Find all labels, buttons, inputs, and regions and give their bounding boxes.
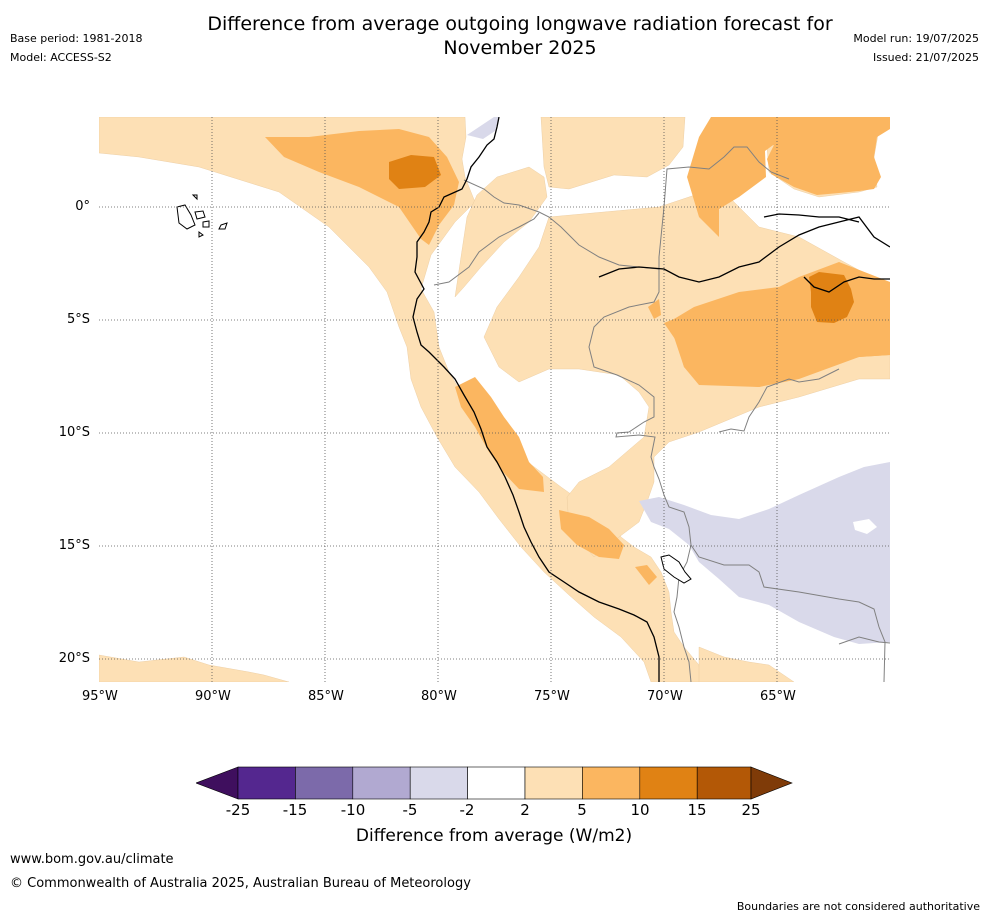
lat-tick: 20°S bbox=[58, 651, 90, 666]
footer-url: www.bom.gov.au/climate bbox=[10, 852, 174, 867]
colorbar-segment bbox=[237, 766, 296, 800]
colorbar-label: -2 bbox=[459, 801, 475, 819]
colorbar-label: -25 bbox=[225, 801, 251, 819]
colorbar-segment bbox=[467, 766, 526, 800]
colorbar bbox=[196, 766, 793, 800]
lat-tick: 5°S bbox=[66, 312, 90, 327]
map-title: Difference from average outgoing longwav… bbox=[0, 12, 988, 60]
anomaly-10-to-15 bbox=[389, 155, 854, 323]
colorbar-segment bbox=[696, 766, 752, 800]
colorbar-label: 10 bbox=[630, 801, 650, 819]
lon-tick: 95°W bbox=[82, 689, 118, 704]
model-run-label: Model run: 19/07/2025 bbox=[853, 32, 979, 45]
lon-tick: 80°W bbox=[421, 689, 457, 704]
lat-tick: 15°S bbox=[58, 538, 90, 553]
ocean-map bbox=[99, 117, 890, 682]
lat-tick: 0° bbox=[75, 199, 90, 214]
lon-tick: 65°W bbox=[760, 689, 796, 704]
colorbar-label: -10 bbox=[340, 801, 366, 819]
anomaly-minus5-to-minus2 bbox=[467, 117, 890, 644]
colorbar-segment bbox=[409, 766, 468, 800]
colorbar-label: -15 bbox=[282, 801, 308, 819]
colorbar-label: 2 bbox=[520, 801, 530, 819]
issued-label: Issued: 21/07/2025 bbox=[872, 51, 979, 64]
footer-copyright: © Commonwealth of Australia 2025, Austra… bbox=[10, 876, 471, 891]
colorbar-segment bbox=[639, 766, 698, 800]
colorbar-high-arrow bbox=[750, 766, 793, 800]
colorbar-low-arrow bbox=[196, 766, 239, 800]
inland-lake-patch bbox=[853, 519, 877, 534]
coastline bbox=[412, 117, 890, 682]
footer-note: Boundaries are not considered authoritat… bbox=[736, 900, 980, 913]
colorbar-segment bbox=[582, 766, 641, 800]
colorbar-label: 5 bbox=[577, 801, 587, 819]
lon-tick: 75°W bbox=[534, 689, 570, 704]
lon-tick: 70°W bbox=[647, 689, 683, 704]
gridlines bbox=[99, 117, 890, 682]
galapagos-islands bbox=[176, 194, 228, 238]
colorbar-segment bbox=[295, 766, 354, 800]
lon-tick: 90°W bbox=[195, 689, 231, 704]
title-line-2: November 2025 bbox=[443, 37, 597, 59]
colorbar-title: Difference from average (W/m2) bbox=[355, 826, 633, 846]
model-label: Model: ACCESS-S2 bbox=[10, 51, 112, 64]
colorbar-segment bbox=[524, 766, 583, 800]
colorbar-label: 15 bbox=[687, 801, 707, 819]
lat-tick: 10°S bbox=[58, 425, 90, 440]
colorbar-label: 25 bbox=[741, 801, 761, 819]
colorbar-segment bbox=[352, 766, 411, 800]
country-borders bbox=[433, 146, 890, 682]
lake-titicaca bbox=[660, 554, 692, 584]
colorbar-label: -5 bbox=[402, 801, 418, 819]
title-line-1: Difference from average outgoing longwav… bbox=[207, 13, 833, 35]
lon-tick: 85°W bbox=[308, 689, 344, 704]
base-period-label: Base period: 1981-2018 bbox=[10, 32, 143, 45]
